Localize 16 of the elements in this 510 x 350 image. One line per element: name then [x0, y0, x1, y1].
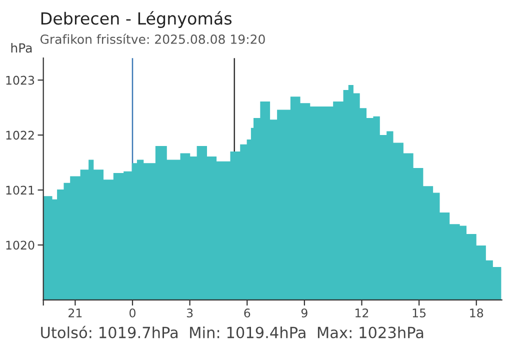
x-tick-label: 9: [301, 308, 308, 318]
y-tick-label: 1021: [6, 186, 34, 195]
y-axis-title: hPa: [11, 43, 32, 53]
x-tick-label: 3: [186, 308, 193, 318]
chart-title: Debrecen - Légnyomás: [41, 11, 232, 28]
y-tick-label: 1023: [6, 76, 34, 85]
y-tick-label: 1020: [6, 240, 34, 250]
x-tick-label: 12: [356, 308, 368, 318]
x-tick-label: 21: [68, 308, 82, 318]
chart-subtitle: Grafikon frissítve: 2025.08.08 19:20: [40, 34, 265, 44]
text: Utolsó: 1019.7hPa Min: 1019.4hPa Max: 1023hPa: [41, 326, 424, 338]
x-tick-label: 18: [470, 308, 484, 318]
x-tick-label: 15: [412, 308, 426, 318]
x-tick-label: 0: [130, 308, 136, 318]
x-tick-label: 6: [244, 308, 250, 318]
y-tick-label: 1022: [6, 130, 34, 140]
